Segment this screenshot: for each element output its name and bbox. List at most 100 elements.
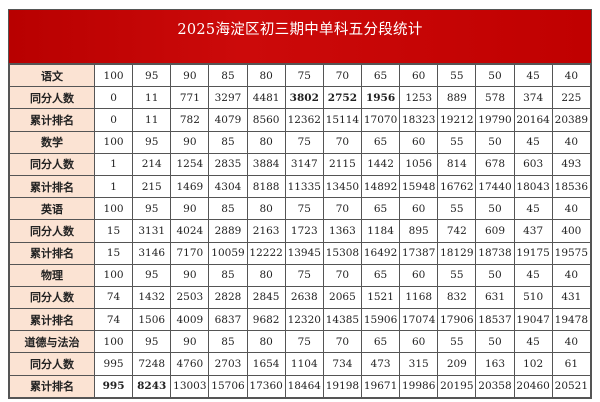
table-cell: 40 — [551, 197, 592, 221]
table-cell: 60 — [399, 130, 439, 154]
table-cell: 19575 — [551, 241, 592, 265]
table-cell: 3147 — [284, 152, 324, 176]
table-cell: 74 — [93, 285, 134, 310]
table-cell: 8560 — [246, 108, 286, 132]
table-cell: 100 — [93, 330, 134, 354]
table-row: 累计排名 15 3146 7170 10059 12222 13945 15308 16492 1… — [9, 241, 592, 265]
table-cell: 45 — [513, 130, 553, 154]
table-cell: 50 — [475, 263, 515, 287]
table-cell: 1723 — [284, 219, 324, 243]
table-cell: 734 — [322, 352, 362, 376]
table-cell: 18129 — [437, 241, 477, 265]
table-cell: 1184 — [360, 219, 401, 243]
table-cell: 15948 — [399, 174, 439, 199]
table-cell: 18043 — [513, 174, 553, 199]
table-row: 语文 100 95 90 85 80 75 70 65 60 55 50 45 40 — [9, 63, 592, 88]
row-label: 累计排名 — [9, 174, 95, 199]
table-cell: 1654 — [246, 352, 286, 376]
table-row: 英语 100 95 90 85 80 75 70 65 60 55 50 45 40 — [9, 197, 592, 221]
table-cell: 1442 — [360, 152, 401, 176]
table-cell: 437 — [513, 219, 553, 243]
table-cell: 13945 — [284, 241, 324, 265]
table-cell: 2163 — [246, 219, 286, 243]
table-cell: 431 — [551, 285, 592, 310]
table-cell: 163 — [475, 352, 515, 376]
row-label: 同分人数 — [9, 152, 95, 176]
table-cell: 8243 — [132, 374, 172, 398]
table-cell: 20358 — [475, 374, 515, 398]
table-cell: 7170 — [170, 241, 210, 265]
table-cell: 102 — [513, 352, 553, 376]
table-cell: 400 — [551, 219, 592, 243]
table-row: 同分人数 0 11 771 3297 4481 3802 2752 1956 1253 889 578… — [9, 86, 592, 110]
table-cell: 995 — [93, 352, 134, 376]
table-cell: 17906 — [437, 308, 477, 332]
table-cell: 20389 — [551, 108, 592, 132]
table-cell: 95 — [132, 130, 172, 154]
table-cell: 16492 — [360, 241, 401, 265]
table-cell: 18537 — [475, 308, 515, 332]
table-cell: 60 — [399, 263, 439, 287]
table-cell: 85 — [208, 197, 248, 221]
table-row: 同分人数 1 214 1254 2835 3884 3147 2115 1442 1056 814 6… — [9, 152, 592, 176]
row-label: 同分人数 — [9, 86, 95, 110]
row-label: 同分人数 — [9, 285, 95, 310]
table-cell: 742 — [437, 219, 477, 243]
table-cell: 12222 — [246, 241, 286, 265]
table-cell: 18738 — [475, 241, 515, 265]
table-cell: 17387 — [399, 241, 439, 265]
table-cell: 14892 — [360, 174, 401, 199]
table-cell: 225 — [551, 86, 592, 110]
table-cell: 55 — [437, 130, 477, 154]
table-cell: 65 — [360, 330, 401, 354]
row-label: 语文 — [9, 63, 95, 88]
table-cell: 90 — [170, 63, 210, 88]
table-cell: 45 — [513, 197, 553, 221]
table-cell: 771 — [170, 86, 210, 110]
table-cell: 493 — [551, 152, 592, 176]
table-cell: 4024 — [170, 219, 210, 243]
table-cell: 678 — [475, 152, 515, 176]
table-cell: 60 — [399, 330, 439, 354]
table-cell: 50 — [475, 130, 515, 154]
table-cell: 45 — [513, 63, 553, 88]
table-cell: 65 — [360, 263, 401, 287]
table-cell: 95 — [132, 197, 172, 221]
table-cell: 12362 — [284, 108, 324, 132]
table-cell: 20195 — [437, 374, 477, 398]
table-cell: 1 — [93, 174, 134, 199]
table-cell: 16762 — [437, 174, 477, 199]
table-cell: 65 — [360, 197, 401, 221]
table-cell: 55 — [437, 197, 477, 221]
table-cell: 90 — [170, 197, 210, 221]
table-cell: 2889 — [208, 219, 248, 243]
table-cell: 1104 — [284, 352, 324, 376]
table-cell: 70 — [322, 263, 362, 287]
table-cell: 20460 — [513, 374, 553, 398]
table-cell: 100 — [93, 263, 134, 287]
table-cell: 995 — [93, 374, 134, 398]
table-title: 2025海淀区初三期中单科五分段统计 — [177, 22, 423, 38]
table-cell: 2828 — [208, 285, 248, 310]
score-table-frame: 2025海淀区初三期中单科五分段统计 语文 100 95 90 85 80 75 70 65 60… — [8, 9, 592, 399]
table-cell: 50 — [475, 197, 515, 221]
table-cell: 2845 — [246, 285, 286, 310]
table-cell: 782 — [170, 108, 210, 132]
table-cell: 1056 — [399, 152, 439, 176]
table-cell: 18536 — [551, 174, 592, 199]
title-bar: 2025海淀区初三期中单科五分段统计 — [9, 10, 591, 64]
score-distribution-table: 语文 100 95 90 85 80 75 70 65 60 55 50 45 40 同分人数 0 11 771 3… — [9, 63, 592, 398]
table-cell: 8188 — [246, 174, 286, 199]
table-cell: 1253 — [399, 86, 439, 110]
table-cell: 100 — [93, 130, 134, 154]
table-cell: 11 — [132, 108, 172, 132]
table-cell: 19671 — [360, 374, 401, 398]
table-cell: 11 — [132, 86, 172, 110]
table-cell: 209 — [437, 352, 477, 376]
table-cell: 1168 — [399, 285, 439, 310]
table-cell: 19198 — [322, 374, 362, 398]
table-cell: 1363 — [322, 219, 362, 243]
table-cell: 19175 — [513, 241, 553, 265]
table-cell: 61 — [551, 352, 592, 376]
table-cell: 70 — [322, 330, 362, 354]
